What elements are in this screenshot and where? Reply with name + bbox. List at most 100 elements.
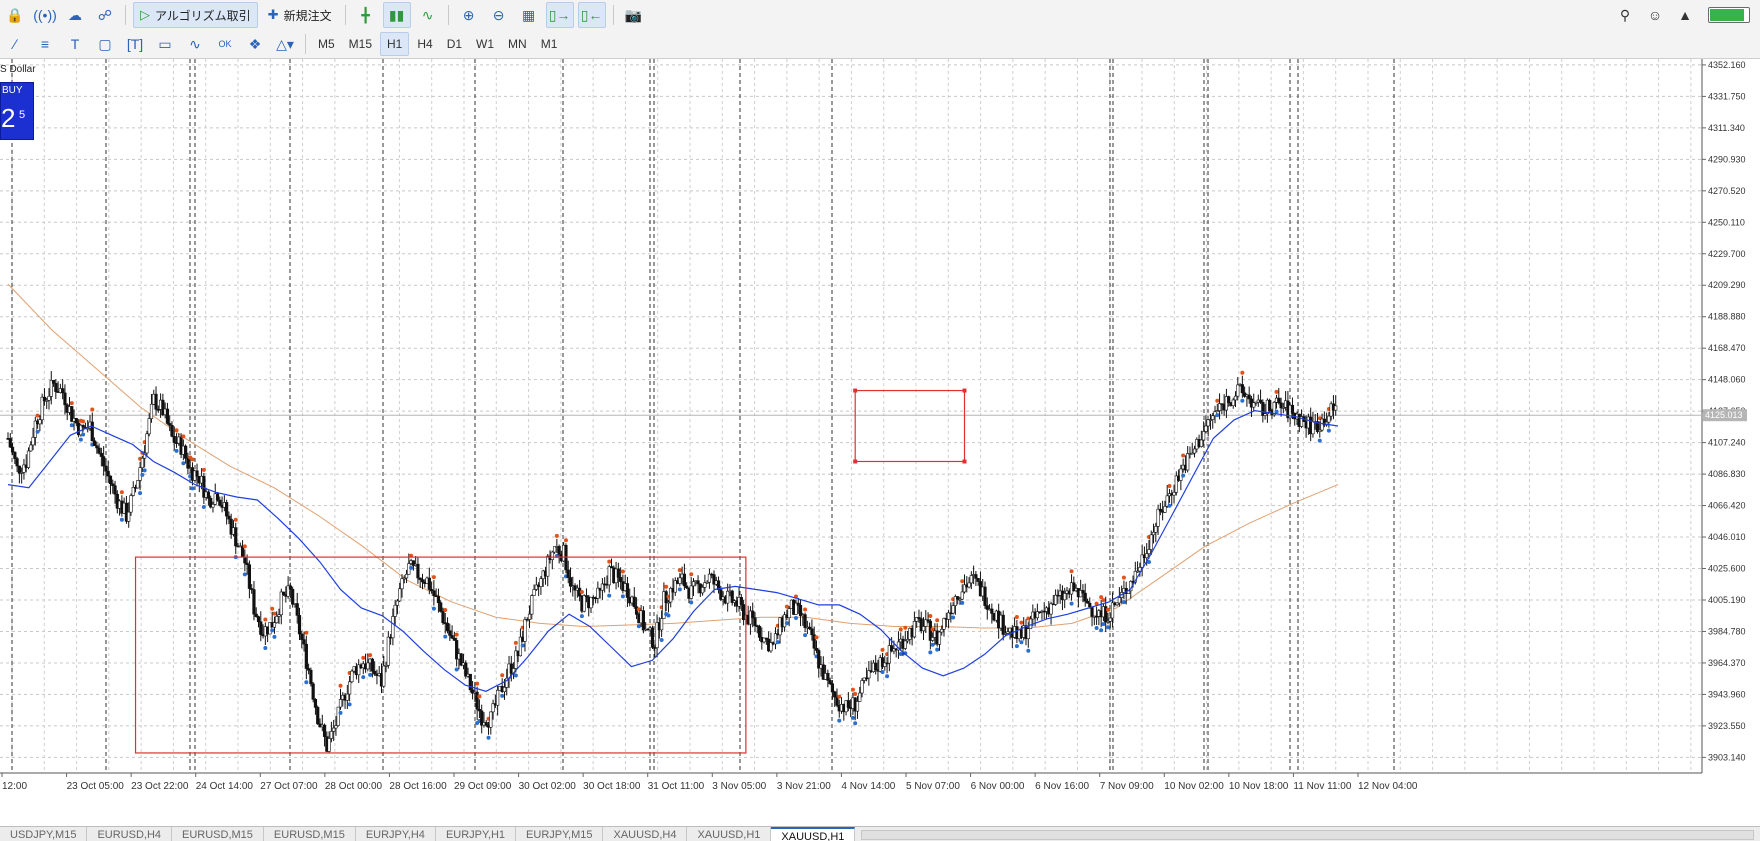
candle-body — [716, 580, 721, 590]
candle-body — [92, 440, 97, 447]
signal-marker-sell — [174, 428, 179, 433]
chart-tab[interactable]: XAUUSD,H4 — [603, 827, 688, 841]
timeframe-h1[interactable]: H1 — [380, 32, 410, 56]
object-icon[interactable]: ❖ — [248, 35, 262, 52]
text-label-icon[interactable]: [T] — [126, 36, 144, 52]
search-icon[interactable]: ⚲ — [1619, 6, 1631, 23]
horizontal-scrollbar[interactable] — [861, 830, 1754, 840]
shapes-menu-icon[interactable]: △▾ — [276, 35, 294, 52]
bar-chart-icon[interactable]: ╋ — [361, 6, 370, 23]
cloud-icon[interactable]: ☁ — [68, 6, 82, 23]
chart-tab[interactable]: EURUSD,M15 — [172, 827, 264, 841]
camera-icon[interactable]: 📷 — [624, 6, 643, 23]
rectangle-handle — [853, 459, 858, 464]
candle-body — [1261, 402, 1265, 416]
candle-body — [682, 573, 686, 587]
candle-body — [286, 585, 290, 597]
new-order-button[interactable]: ✚ 新規注文 — [262, 3, 338, 27]
chart-tab[interactable]: EURUSD,M15 — [264, 827, 356, 841]
timeframe-d1[interactable]: D1 — [446, 37, 463, 51]
signal-marker-sell — [960, 579, 965, 584]
grid-icon[interactable]: ▦ — [521, 6, 536, 23]
candle-body — [874, 662, 878, 671]
chart-tab[interactable]: EURJPY,H1 — [436, 827, 517, 841]
signal-marker-buy — [500, 693, 505, 698]
ok-button-icon[interactable]: OK — [218, 39, 232, 49]
timeframe-m5[interactable]: M5 — [318, 37, 335, 51]
chart-tab[interactable]: XAUUSD,H1 — [687, 827, 772, 841]
timeframe-mn[interactable]: MN — [508, 37, 527, 51]
candle-body — [1254, 401, 1258, 404]
lock-icon[interactable]: 🔒 — [6, 6, 24, 23]
play-icon: ▷ — [140, 7, 150, 22]
text-tool-icon[interactable]: T — [70, 36, 80, 52]
candle-body — [61, 388, 65, 394]
signal-marker-buy — [885, 674, 890, 679]
candle-body — [281, 591, 286, 595]
candle-body — [279, 591, 283, 616]
candle-body — [739, 597, 743, 605]
signal-marker-sell — [513, 640, 518, 645]
candle-body — [400, 578, 404, 590]
x-tick-label: 3 Nov 05:00 — [712, 781, 766, 792]
chart-shift-icon[interactable]: ▯← — [577, 2, 606, 28]
rectangle-tool-icon[interactable]: ▢ — [98, 35, 112, 52]
candle-body — [1165, 495, 1169, 507]
signal-marker-buy — [1146, 559, 1151, 564]
candle-body — [1135, 570, 1140, 573]
cloud-add-icon[interactable]: ☍ — [97, 6, 113, 23]
timeframe-m1[interactable]: M1 — [540, 37, 558, 51]
chart-tab[interactable]: EURJPY,M15 — [516, 827, 604, 841]
x-tick-label: 10 Nov 02:00 — [1164, 781, 1224, 792]
timeframe-h4[interactable]: H4 — [417, 37, 433, 51]
candle-body — [1001, 614, 1005, 635]
auto-scroll-icon[interactable]: ▯→ — [545, 2, 574, 28]
signal-marker-sell — [1181, 453, 1186, 458]
chart-tab-active[interactable]: XAUUSD,H1 — [771, 827, 856, 841]
indicator-icon[interactable]: ∿ — [189, 35, 201, 52]
algo-trading-button[interactable]: ▷ アルゴリズム取引 — [133, 2, 258, 28]
x-tick-label: 29 Oct 09:00 — [454, 781, 512, 792]
candle-body — [268, 622, 272, 635]
toolbar-divider — [612, 5, 614, 25]
chart-tab[interactable]: EURUSD,H4 — [87, 827, 173, 841]
candle-body — [1156, 508, 1160, 527]
candlestick-icon[interactable]: ▮▮ — [382, 2, 411, 28]
line-chart-icon[interactable]: ∿ — [421, 6, 434, 23]
buy-button[interactable]: BUY 2 5 — [0, 82, 34, 140]
signal-marker-buy — [431, 606, 436, 611]
candle-body — [969, 575, 973, 584]
x-tick-label: 12 Nov 04:00 — [1358, 781, 1418, 792]
candle-body — [1204, 425, 1208, 432]
signal-marker-buy — [69, 423, 74, 428]
timeframe-w1[interactable]: W1 — [476, 37, 495, 51]
timeframe-m15[interactable]: M15 — [348, 37, 373, 51]
hlines-icon[interactable]: ≡ — [40, 36, 50, 52]
signal-icon[interactable]: ((•)) — [33, 7, 57, 23]
price-label-icon[interactable]: ▭ — [158, 35, 172, 52]
price-chart[interactable]: 4352.160 4331.750 4311.340 4290.930 4270.520… — [0, 59, 1760, 805]
candle-body — [108, 475, 113, 485]
candle-body — [300, 633, 304, 640]
x-tick-label: 6 Nov 16:00 — [1035, 781, 1089, 792]
candle-body — [1145, 553, 1149, 559]
signal-marker-sell — [443, 607, 448, 612]
candle-body — [903, 640, 907, 649]
candle-body — [828, 680, 832, 685]
candle-body — [691, 581, 696, 587]
candle-body — [787, 608, 791, 618]
candle-body — [218, 499, 222, 506]
candle-body — [1231, 399, 1235, 406]
zoom-in-icon[interactable]: ⊕ — [462, 6, 475, 23]
chart-tab[interactable]: EURJPY,H4 — [356, 827, 436, 841]
signal-marker-buy — [409, 565, 414, 570]
candle-body — [917, 617, 921, 619]
candle-body — [106, 470, 110, 477]
chart-tab[interactable]: USDJPY,M15 — [0, 827, 88, 841]
zoom-out-icon[interactable]: ⊖ — [492, 6, 505, 23]
price-chart-svg[interactable]: 4352.160 4331.750 4311.340 4290.930 4270.520… — [0, 59, 1760, 805]
user-icon[interactable]: ☺ — [1647, 7, 1663, 23]
candle-body — [794, 602, 798, 615]
signal-marker-sell — [119, 490, 124, 495]
line-tool-icon[interactable]: ∕ — [13, 36, 17, 52]
